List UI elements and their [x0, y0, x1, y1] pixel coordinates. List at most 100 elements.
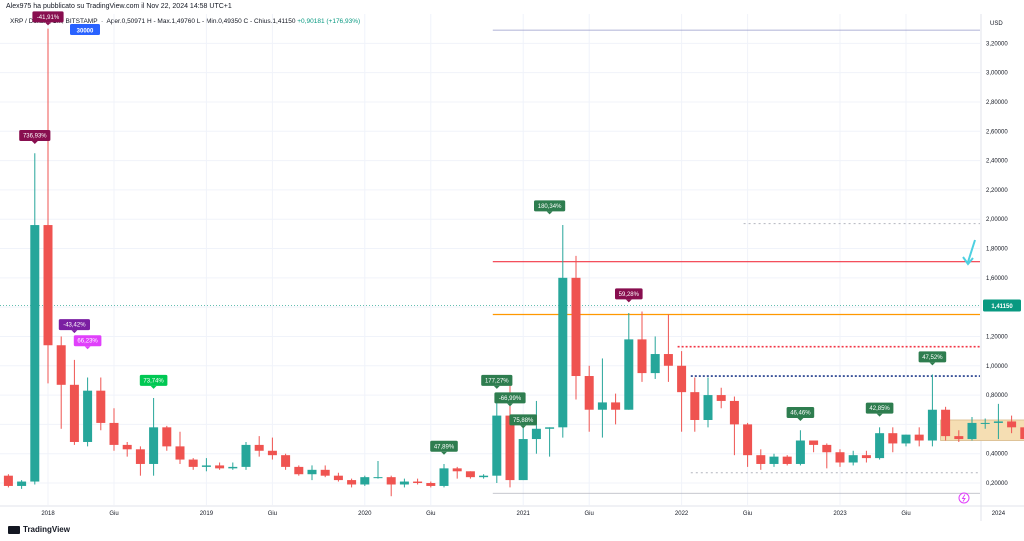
- candle-body[interactable]: [993, 421, 1003, 423]
- candle-body[interactable]: [399, 481, 409, 485]
- candle-body[interactable]: [3, 475, 13, 486]
- candle-body[interactable]: [690, 392, 700, 420]
- candle-body[interactable]: [743, 424, 753, 456]
- candle-body[interactable]: [228, 466, 238, 469]
- candle-body[interactable]: [386, 477, 396, 485]
- candle-body[interactable]: [201, 465, 211, 467]
- candle-body[interactable]: [175, 446, 185, 460]
- candle-body[interactable]: [901, 434, 911, 444]
- percent-badge[interactable]: [139, 374, 168, 386]
- candle-body[interactable]: [861, 455, 871, 459]
- candle-body[interactable]: [663, 354, 673, 366]
- candle-body[interactable]: [518, 439, 528, 481]
- percent-badge[interactable]: [509, 414, 537, 426]
- candle-body[interactable]: [109, 422, 119, 445]
- candle-body[interactable]: [505, 415, 515, 481]
- candle-body[interactable]: [769, 456, 779, 464]
- percent-badge[interactable]: [32, 11, 64, 23]
- candle-body[interactable]: [888, 433, 898, 444]
- candle-body[interactable]: [914, 434, 924, 441]
- candle-body[interactable]: [782, 456, 792, 464]
- candle-body[interactable]: [584, 376, 594, 410]
- candle-body[interactable]: [241, 444, 251, 467]
- candle-body[interactable]: [716, 395, 726, 401]
- candle-body[interactable]: [822, 444, 832, 453]
- candle-body[interactable]: [215, 465, 225, 469]
- candle-body[interactable]: [254, 444, 264, 451]
- candle-body[interactable]: [703, 395, 713, 420]
- candle-body[interactable]: [835, 452, 845, 463]
- candle-body[interactable]: [492, 415, 502, 476]
- price-axis[interactable]: [981, 0, 1024, 521]
- badge-text: 180,34%: [538, 204, 562, 210]
- candle-body[interactable]: [729, 400, 739, 425]
- candle-body[interactable]: [809, 440, 819, 445]
- candle-body[interactable]: [597, 402, 607, 410]
- candle-body[interactable]: [848, 455, 858, 463]
- candle-body[interactable]: [479, 475, 489, 478]
- percent-badge[interactable]: [481, 374, 513, 386]
- candle-body[interactable]: [149, 427, 159, 464]
- consolidation-zone[interactable]: [940, 419, 1024, 441]
- candle-body[interactable]: [135, 449, 145, 464]
- percent-badge[interactable]: [865, 402, 894, 414]
- percent-badge[interactable]: [19, 130, 51, 142]
- candle-body[interactable]: [1007, 421, 1017, 428]
- candle-body[interactable]: [1020, 427, 1024, 440]
- candle-body[interactable]: [465, 471, 475, 478]
- candle-body[interactable]: [162, 427, 172, 447]
- candle-body[interactable]: [927, 409, 937, 441]
- candle-body[interactable]: [188, 459, 198, 467]
- candle-body[interactable]: [30, 225, 40, 482]
- candle-body[interactable]: [320, 469, 330, 476]
- candle-body[interactable]: [426, 483, 436, 486]
- candle-body[interactable]: [980, 422, 990, 424]
- percent-badge[interactable]: [73, 335, 102, 347]
- candle-body[interactable]: [611, 402, 621, 410]
- candle-body[interactable]: [96, 390, 106, 423]
- candle-body[interactable]: [756, 455, 766, 464]
- percent-badge[interactable]: [918, 351, 947, 363]
- lightning-icon[interactable]: [958, 492, 970, 504]
- tradingview-logo[interactable]: TradingView: [8, 525, 70, 534]
- candle-body[interactable]: [347, 480, 357, 485]
- candle-body[interactable]: [307, 469, 317, 475]
- candle-body[interactable]: [677, 365, 687, 393]
- candle-body[interactable]: [413, 481, 423, 484]
- current-price-tag[interactable]: [983, 299, 1021, 312]
- candle-body[interactable]: [637, 339, 647, 374]
- price-box[interactable]: [70, 24, 100, 35]
- candle-body[interactable]: [439, 468, 449, 486]
- candle-body[interactable]: [373, 477, 383, 479]
- percent-badge[interactable]: [615, 288, 643, 300]
- candle-body[interactable]: [531, 428, 541, 440]
- candle-body[interactable]: [267, 450, 277, 456]
- percent-badge[interactable]: [786, 407, 815, 419]
- candle-body[interactable]: [967, 422, 977, 440]
- percent-badge[interactable]: [494, 392, 526, 404]
- candle-body[interactable]: [43, 225, 53, 346]
- candle-body[interactable]: [624, 339, 634, 410]
- candle-body[interactable]: [954, 436, 964, 440]
- candle-body[interactable]: [571, 277, 581, 377]
- candle-body[interactable]: [56, 345, 66, 385]
- candle-body[interactable]: [545, 427, 555, 429]
- percent-badge[interactable]: [430, 440, 458, 452]
- candle-body[interactable]: [122, 444, 132, 450]
- candle-body[interactable]: [333, 475, 343, 481]
- candle-body[interactable]: [83, 390, 93, 442]
- candle-body[interactable]: [294, 466, 304, 475]
- candle-body[interactable]: [69, 384, 79, 442]
- candle-body[interactable]: [452, 468, 462, 472]
- candle-body[interactable]: [941, 409, 951, 437]
- candle-body[interactable]: [875, 433, 885, 459]
- candle-body[interactable]: [281, 455, 291, 467]
- percent-badge[interactable]: [58, 319, 90, 331]
- candle-body[interactable]: [360, 477, 370, 485]
- candle-body[interactable]: [650, 354, 660, 374]
- candle-body[interactable]: [17, 481, 27, 486]
- percent-badge[interactable]: [534, 200, 566, 212]
- candle-body[interactable]: [795, 440, 805, 464]
- candle-body[interactable]: [558, 277, 568, 428]
